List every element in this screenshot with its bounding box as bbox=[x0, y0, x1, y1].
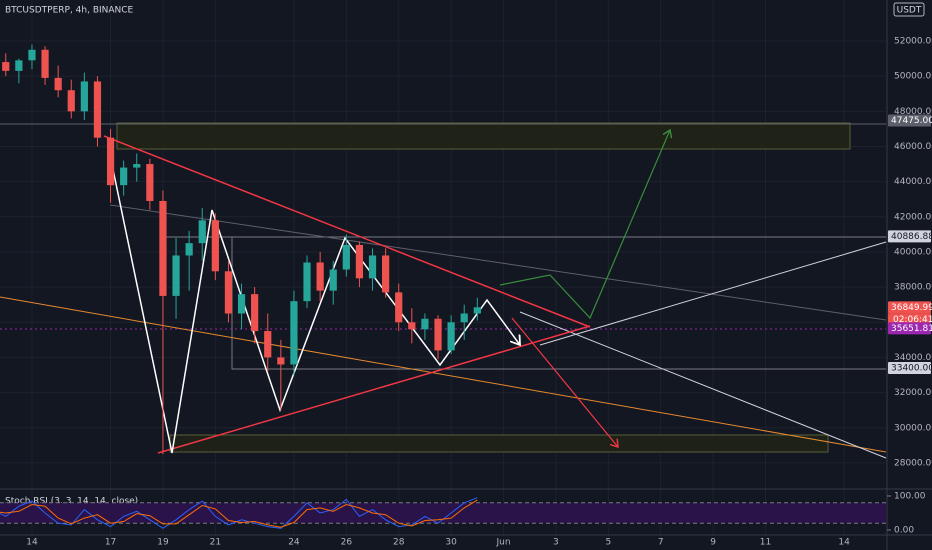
price-label-box bbox=[888, 301, 931, 314]
y-tick-label: 50000.00 bbox=[894, 72, 932, 82]
currency[interactable]: USDT bbox=[897, 6, 922, 16]
white-trendline bbox=[519, 311, 887, 459]
candle-body bbox=[106, 137, 115, 186]
y-tick-label: 48000.00 bbox=[894, 107, 932, 117]
candle-body bbox=[303, 262, 311, 302]
indicator-tick-label: 100.00 bbox=[894, 492, 926, 502]
white-trendline bbox=[539, 241, 887, 346]
x-tick-label: 9 bbox=[710, 538, 716, 548]
candle-body bbox=[67, 90, 75, 112]
y-tick-label: 42000.00 bbox=[894, 212, 932, 222]
candle-body bbox=[211, 220, 219, 272]
candle-body bbox=[408, 322, 416, 330]
candle-body bbox=[368, 255, 377, 279]
candle-body bbox=[290, 301, 298, 365]
x-tick-label: 14 bbox=[838, 538, 850, 548]
candle-body bbox=[2, 62, 10, 71]
candle-body bbox=[316, 262, 324, 291]
x-tick-label: 28 bbox=[393, 538, 405, 548]
indicator-line bbox=[0, 499, 478, 528]
y-tick-label: 28000.00 bbox=[894, 458, 932, 468]
price-label-box bbox=[888, 230, 931, 243]
candle-body bbox=[434, 318, 442, 351]
candle-body bbox=[120, 167, 128, 186]
candle-body bbox=[447, 322, 455, 351]
candle-body bbox=[133, 164, 141, 168]
candle-body bbox=[146, 164, 154, 201]
support-trendline bbox=[157, 325, 591, 454]
candle-body bbox=[224, 271, 233, 314]
price-label: 47475.00 bbox=[891, 116, 932, 126]
candle-body bbox=[93, 81, 102, 138]
candle-body bbox=[54, 77, 62, 91]
y-tick-label: 30000.00 bbox=[894, 423, 932, 433]
candle-body bbox=[237, 294, 246, 314]
y-tick-label: 32000.00 bbox=[894, 388, 932, 398]
price-label: 33400.00 bbox=[891, 363, 932, 373]
x-tick-label: 24 bbox=[288, 538, 300, 548]
gray-trendline bbox=[109, 204, 887, 321]
x-tick-label: 14 bbox=[26, 538, 38, 548]
candle-body bbox=[395, 292, 403, 323]
candle-body bbox=[159, 200, 167, 296]
candle-body bbox=[198, 220, 206, 244]
candle-body bbox=[41, 49, 49, 78]
countdown-box bbox=[888, 313, 931, 325]
candle-body bbox=[277, 357, 285, 365]
candle-body bbox=[329, 269, 337, 291]
x-tick-label: 17 bbox=[105, 538, 116, 548]
resistance-trendline bbox=[103, 135, 591, 328]
candle-body bbox=[355, 244, 364, 279]
x-tick-label: 11 bbox=[760, 538, 771, 548]
x-tick-label: Jun bbox=[495, 538, 510, 548]
chart-title: BTCUSDTPERP, 4h, BINANCE bbox=[5, 6, 134, 16]
pattern-path bbox=[109, 154, 520, 454]
indicator-band bbox=[0, 502, 886, 524]
drawings bbox=[0, 122, 887, 459]
price-label-box bbox=[888, 361, 931, 374]
indicator-title: Stoch RSI (3, 3, 14, 14, close) bbox=[5, 497, 138, 507]
price-label-box bbox=[888, 322, 931, 335]
candle-body bbox=[185, 243, 193, 256]
bear-arrow bbox=[511, 317, 618, 447]
candle-body bbox=[28, 49, 36, 61]
y-tick-label: 44000.00 bbox=[894, 177, 932, 187]
y-tick-label: 34000.00 bbox=[894, 353, 932, 363]
candle-body bbox=[80, 81, 88, 112]
x-tick-label: 7 bbox=[658, 538, 664, 548]
demand-zone bbox=[169, 434, 829, 453]
countdown: 02:06:41 bbox=[893, 315, 932, 325]
level-line bbox=[231, 237, 886, 370]
y-tick-label: 52000.00 bbox=[894, 36, 932, 46]
candle-body bbox=[460, 313, 468, 323]
x-tick-label: 5 bbox=[605, 538, 611, 548]
candle-body bbox=[251, 294, 259, 332]
candle-body bbox=[421, 318, 429, 330]
indicator-tick-label: 0.00 bbox=[894, 526, 914, 536]
currency-box[interactable] bbox=[893, 2, 925, 17]
indicator-line bbox=[0, 497, 478, 529]
orange-trendline bbox=[0, 296, 887, 453]
price-label-box bbox=[888, 114, 931, 127]
x-tick-label: 26 bbox=[341, 538, 353, 548]
x-tick-label: 21 bbox=[210, 538, 221, 548]
candle-body bbox=[264, 331, 272, 358]
y-tick-label: 38000.00 bbox=[894, 283, 932, 293]
candle-body bbox=[15, 60, 23, 71]
candle-body bbox=[382, 255, 390, 293]
candle-body bbox=[473, 307, 481, 314]
candle-body bbox=[172, 255, 180, 296]
x-tick-label: 30 bbox=[445, 538, 457, 548]
supply-zone bbox=[116, 122, 851, 150]
price-label: 35651.81 bbox=[891, 324, 932, 334]
bull-arrow bbox=[499, 130, 670, 320]
price-label: 36849.99 bbox=[891, 303, 932, 313]
y-tick-label: 40000.00 bbox=[894, 247, 932, 257]
x-tick-label: 3 bbox=[553, 538, 559, 548]
candle-body bbox=[342, 244, 350, 270]
y-tick-label: 46000.00 bbox=[894, 142, 932, 152]
price-label: 40886.88 bbox=[891, 232, 932, 242]
x-tick-label: 19 bbox=[157, 538, 169, 548]
